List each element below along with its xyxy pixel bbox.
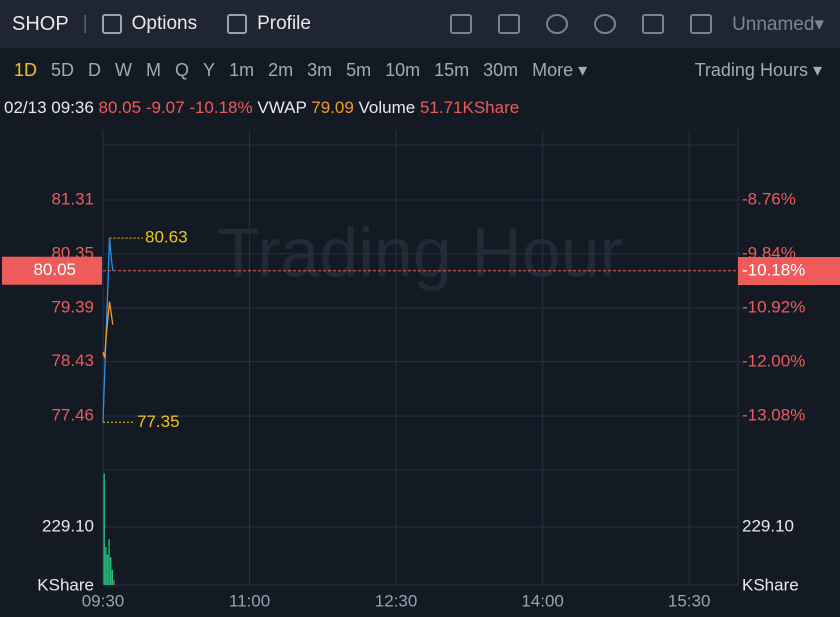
- period[interactable]: More ▾: [532, 59, 588, 80]
- volume: 51.71KShare: [419, 98, 520, 117]
- icon: [101, 14, 122, 34]
- x-tick-label: 15:30: [668, 591, 711, 610]
- period[interactable]: 1m: [229, 59, 255, 80]
- period[interactable]: M: [146, 59, 162, 80]
- watermark: Trading Hour: [217, 213, 623, 291]
- change: -9.07: [145, 98, 185, 117]
- options-button[interactable]: Options: [101, 13, 198, 35]
- volume-tick-label: 229.10: [742, 516, 794, 535]
- period[interactable]: 2m: [268, 59, 294, 80]
- icon[interactable]: [546, 14, 569, 34]
- low-label: 77.35: [137, 412, 180, 431]
- period[interactable]: 30m: [483, 59, 519, 80]
- x-tick-label: 12:30: [375, 591, 418, 610]
- series-line: [102, 238, 114, 423]
- y2-tick-label: -8.76%: [742, 189, 796, 208]
- period[interactable]: 10m: [385, 59, 421, 80]
- period[interactable]: 5m: [346, 59, 372, 80]
- x-tick-label: 11:00: [229, 591, 270, 610]
- high-label: 80.63: [145, 228, 188, 247]
- volume-label: Volume: [358, 98, 416, 117]
- series-line: [102, 301, 114, 358]
- y-tick-label: 77.46: [51, 406, 94, 425]
- period[interactable]: 1D: [14, 59, 38, 80]
- period-bar: 1D 5D D W M Q Y 1m 2m 3m 5m 10m 15m 30m More ▾ Trading …: [0, 52, 840, 88]
- last-price-label: 80.05: [33, 260, 76, 279]
- tool-icons: [450, 14, 713, 34]
- period[interactable]: Q: [175, 59, 190, 80]
- y2-tick-label: -10.92%: [742, 297, 805, 316]
- profile-button[interactable]: Profile: [227, 13, 311, 35]
- last-price-badge: [2, 256, 102, 285]
- icon[interactable]: [642, 14, 665, 34]
- volume-tick-label: 229.10: [42, 516, 94, 535]
- label: Unnamed: [732, 13, 815, 35]
- x-tick-label: 14:00: [521, 591, 564, 610]
- volume-bar: [111, 569, 114, 585]
- volume-bar: [110, 557, 112, 585]
- period[interactable]: 5D: [51, 59, 75, 80]
- period[interactable]: D: [88, 59, 102, 80]
- volume-bar: [108, 539, 110, 585]
- period[interactable]: Y: [203, 59, 216, 80]
- icon[interactable]: [594, 14, 617, 34]
- period[interactable]: 15m: [434, 59, 470, 80]
- status-line: 02/13 09:36 80.05 -9.07 -10.18% VWAP 79.…: [4, 98, 519, 118]
- last-pct-badge: [738, 257, 840, 285]
- layout-name[interactable]: Unnamed▾: [732, 13, 824, 35]
- session[interactable]: Trading Hours ▾: [694, 59, 822, 80]
- volume-bar: [113, 579, 115, 585]
- volume-bar: [103, 473, 105, 585]
- vwap: 79.09: [311, 98, 354, 117]
- change-pct: -10.18%: [189, 98, 253, 117]
- price: 80.05: [98, 98, 142, 117]
- time: 02/13 09:36: [4, 98, 94, 117]
- label: Profile: [257, 13, 311, 34]
- separator: |: [82, 13, 88, 34]
- volume-bar: [105, 547, 107, 585]
- y2-tick-label: -13.08%: [742, 405, 805, 424]
- icon[interactable]: [450, 14, 473, 34]
- last-pct-label: -10.18%: [742, 260, 805, 279]
- y-tick-label: 81.31: [51, 189, 94, 208]
- y-tick-label: 79.39: [51, 297, 94, 316]
- volume-bar: [106, 554, 109, 585]
- y2-tick-label: -12.00%: [742, 351, 805, 370]
- period[interactable]: 3m: [307, 59, 333, 80]
- volume-unit: KShare: [37, 575, 94, 594]
- vwap-label: VWAP: [257, 98, 307, 117]
- x-tick-label: 09:30: [82, 591, 125, 610]
- icon[interactable]: [690, 14, 713, 34]
- icon[interactable]: [498, 14, 521, 34]
- symbol[interactable]: SHOP: [12, 12, 69, 35]
- top-bar: SHOP | Options Profile Unnamed▾: [0, 0, 840, 48]
- icon: [227, 14, 248, 34]
- volume-unit: KShare: [742, 575, 799, 594]
- y-tick-label: 78.43: [51, 351, 94, 370]
- period[interactable]: W: [115, 59, 133, 80]
- label: Options: [131, 13, 198, 34]
